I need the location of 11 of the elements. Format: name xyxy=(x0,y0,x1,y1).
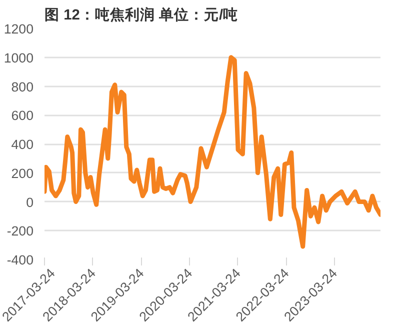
y-tick-label: 400 xyxy=(11,137,34,152)
line-series xyxy=(44,55,380,249)
y-tick-label: 1200 xyxy=(4,22,34,36)
y-tick-label: 1000 xyxy=(4,50,34,66)
chart-title: 图 12：吨焦利润 单位：元/吨 xyxy=(44,6,238,24)
y-tick-label: 0 xyxy=(26,194,34,210)
y-tick-label: 200 xyxy=(11,166,34,181)
y-tick-label: -400 xyxy=(6,252,34,268)
y-tick-label: 600 xyxy=(11,108,34,124)
y-tick-label: -200 xyxy=(6,224,34,239)
y-tick-label: 800 xyxy=(11,79,34,94)
